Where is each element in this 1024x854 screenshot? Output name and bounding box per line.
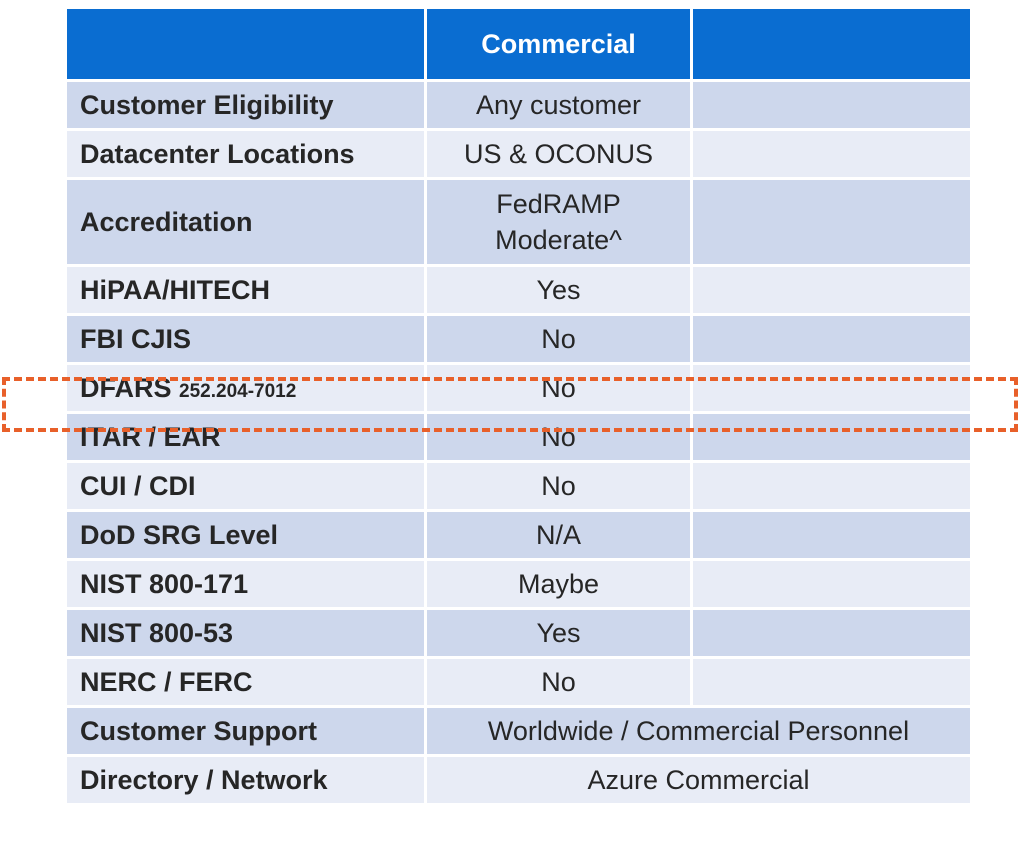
row-label: HiPAA/HITECH [64,264,427,316]
table-row: FBI CJIS No [64,313,973,365]
row-extra [690,411,973,463]
row-extra [690,460,973,512]
table-row: CUI / CDI No [64,460,973,512]
row-value: No [424,460,693,512]
row-extra [690,313,973,365]
row-value: Yes [424,264,693,316]
row-label: NIST 800-53 [64,607,427,659]
row-label: Datacenter Locations [64,128,427,180]
table-row: Customer Eligibility Any customer [64,79,973,131]
row-value-span: Azure Commercial [424,754,973,806]
row-extra [690,362,973,414]
row-value: US & OCONUS [424,128,693,180]
table-row: HiPAA/HITECH Yes [64,264,973,316]
table-row: Directory / Network Azure Commercial [64,754,973,806]
table-row: Datacenter Locations US & OCONUS [64,128,973,180]
table-row: DoD SRG Level N/A [64,509,973,561]
row-extra [690,509,973,561]
row-value: Yes [424,607,693,659]
row-label: ITAR / EAR [64,411,427,463]
row-label: Customer Support [64,705,427,757]
header-cell-extra [690,6,973,82]
table-row-dfars: DFARS 252.204-7012 No [64,362,973,414]
row-value: No [424,362,693,414]
row-label: DoD SRG Level [64,509,427,561]
table-row: NIST 800-53 Yes [64,607,973,659]
table-row: Accreditation FedRAMP Moderate^ [64,177,973,267]
table-row: NIST 800-171 Maybe [64,558,973,610]
row-extra [690,607,973,659]
row-value: FedRAMP Moderate^ [424,177,693,267]
row-label: FBI CJIS [64,313,427,365]
row-extra [690,79,973,131]
row-value: No [424,656,693,708]
row-label: Accreditation [64,177,427,267]
compliance-table: Commercial Customer Eligibility Any cust… [64,6,973,806]
header-cell-commercial: Commercial [424,6,693,82]
row-extra [690,128,973,180]
row-value: Any customer [424,79,693,131]
table-header-row: Commercial [64,6,973,82]
row-value-line2: Moderate^ [495,225,622,255]
row-extra [690,656,973,708]
row-value-line1: FedRAMP [496,188,621,219]
table-row: Customer Support Worldwide / Commercial … [64,705,973,757]
row-label: NERC / FERC [64,656,427,708]
row-value: No [424,411,693,463]
row-value: Maybe [424,558,693,610]
row-extra [690,264,973,316]
row-extra [690,177,973,267]
row-label-main: DFARS [80,372,172,403]
row-value: N/A [424,509,693,561]
header-cell-empty [64,6,427,82]
row-label-sub: 252.204-7012 [179,380,297,402]
table-row: ITAR / EAR No [64,411,973,463]
table-row: NERC / FERC No [64,656,973,708]
row-label: NIST 800-171 [64,558,427,610]
row-label: Directory / Network [64,754,427,806]
row-label: CUI / CDI [64,460,427,512]
row-label: Customer Eligibility [64,79,427,131]
row-value: No [424,313,693,365]
row-extra [690,558,973,610]
row-label: DFARS 252.204-7012 [64,362,427,414]
row-value-span: Worldwide / Commercial Personnel [424,705,973,757]
